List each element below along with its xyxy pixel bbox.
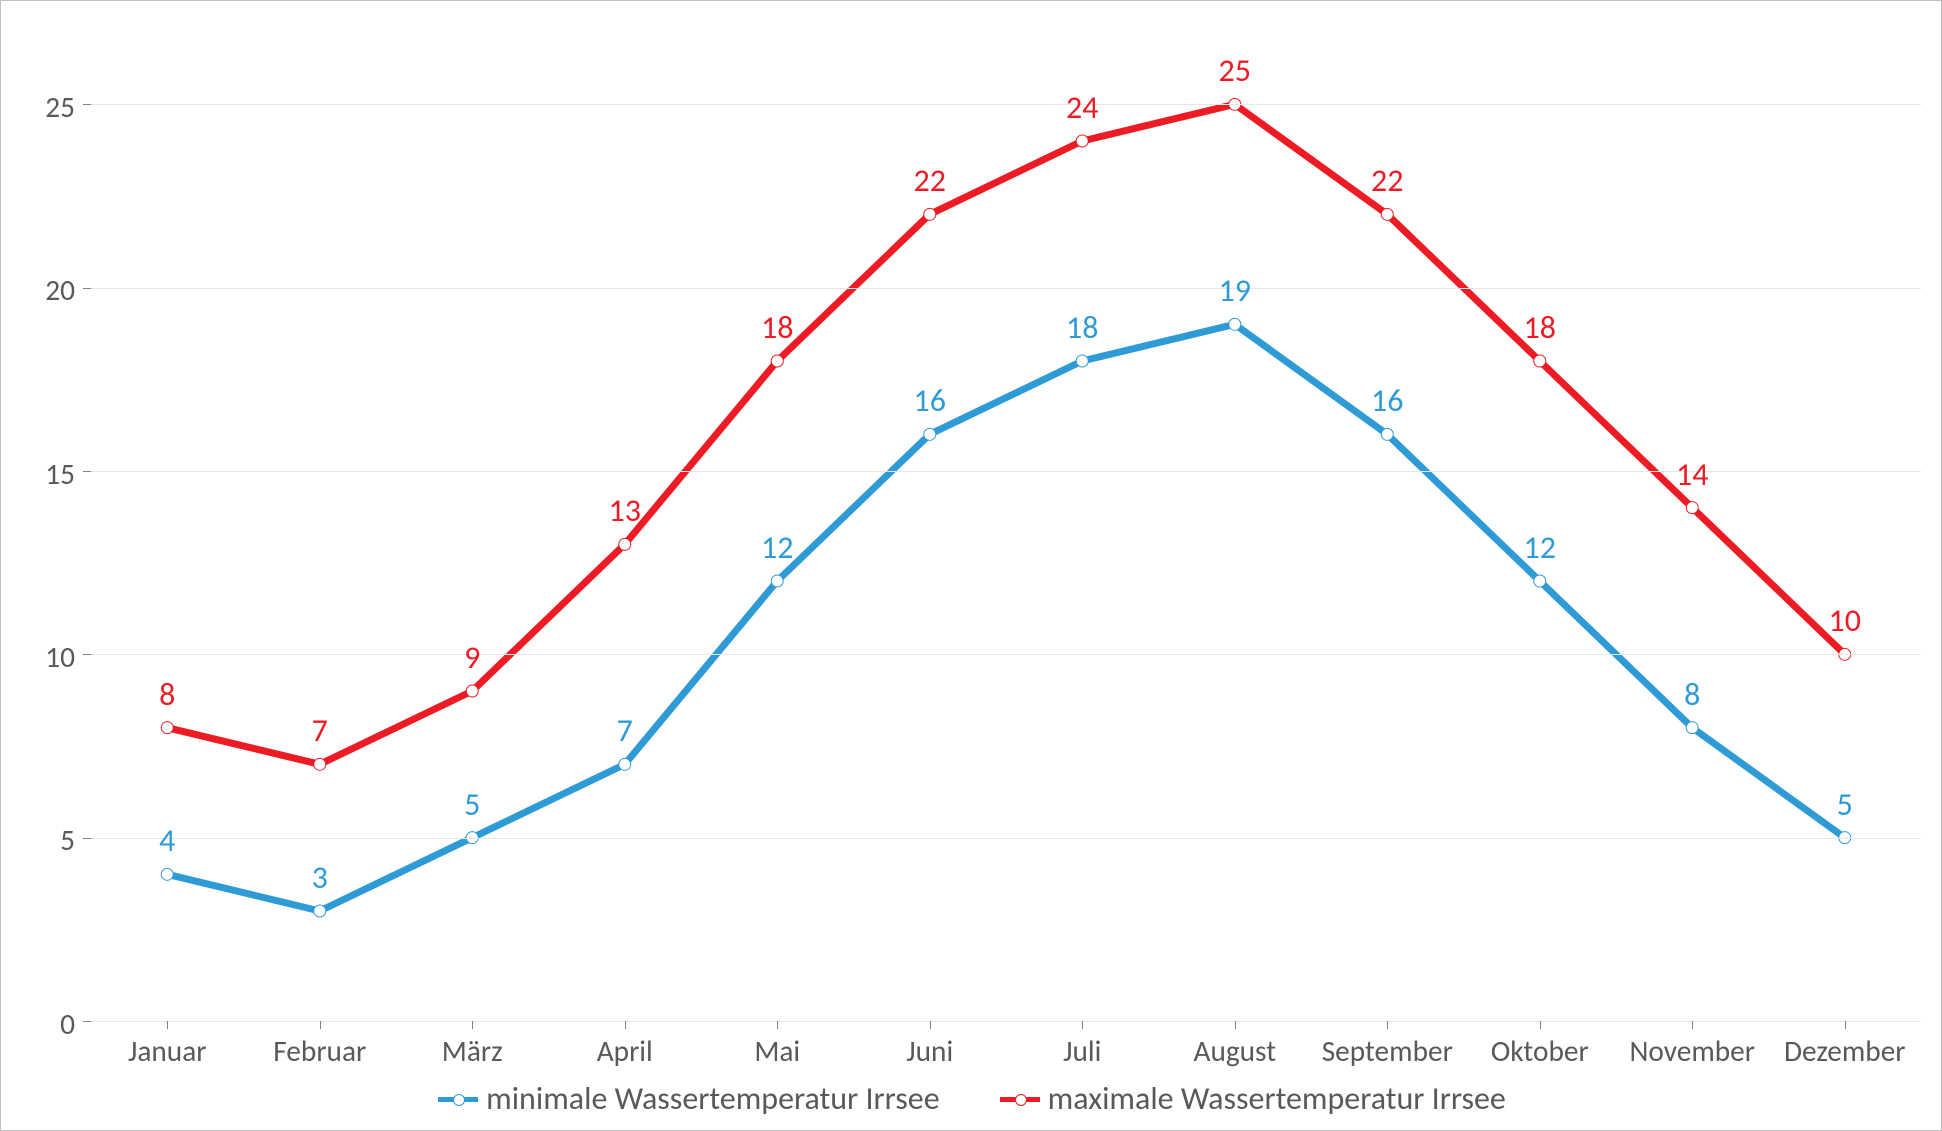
x-axis-label: Juni [850,1033,1010,1069]
data-label: 5 [1837,785,1853,824]
legend-dot-icon [453,1094,465,1106]
x-tick [1692,1021,1693,1029]
data-label: 19 [1219,271,1251,310]
y-tick [83,288,91,289]
x-tick [1845,1021,1846,1029]
data-marker [1381,428,1393,440]
y-axis-label: 10 [15,639,75,675]
data-label: 24 [1066,88,1098,127]
x-axis-label: Dezember [1765,1033,1925,1069]
data-marker [1686,722,1698,734]
x-axis-label: April [545,1033,705,1069]
data-marker [1534,355,1546,367]
data-marker [924,428,936,440]
data-label: 25 [1219,51,1251,90]
x-axis-label: August [1155,1033,1315,1069]
chart-svg [91,31,1921,1021]
chart-container: minimale Wassertemperatur Irrsee maximale… [0,0,1942,1131]
x-axis-label: Oktober [1460,1033,1620,1069]
data-label: 7 [312,711,328,750]
data-marker [161,868,173,880]
data-label: 8 [1684,675,1700,714]
legend-marker [438,1089,478,1109]
gridline [91,288,1921,289]
data-marker [466,685,478,697]
data-marker [161,722,173,734]
data-label: 12 [761,528,793,567]
data-label: 7 [617,711,633,750]
y-tick [83,654,91,655]
data-label: 18 [1066,308,1098,347]
x-tick [625,1021,626,1029]
legend: minimale Wassertemperatur Irrsee maximale… [1,1079,1942,1118]
x-axis-label: Februar [240,1033,400,1069]
x-tick [320,1021,321,1029]
legend-marker [1000,1089,1040,1109]
gridline [91,471,1921,472]
y-tick [83,1021,91,1022]
data-marker [314,905,326,917]
data-marker [1076,135,1088,147]
x-tick [167,1021,168,1029]
y-axis-label: 0 [15,1006,75,1042]
data-label: 8 [159,675,175,714]
data-marker [619,538,631,550]
y-axis-label: 15 [15,456,75,492]
legend-item: maximale Wassertemperatur Irrsee [1000,1079,1506,1118]
data-marker [771,355,783,367]
x-tick [1082,1021,1083,1029]
gridline [91,1021,1921,1022]
data-marker [1076,355,1088,367]
data-label: 10 [1829,601,1861,640]
data-label: 4 [159,821,175,860]
data-label: 3 [312,858,328,897]
x-tick [472,1021,473,1029]
y-tick [83,471,91,472]
data-label: 22 [1371,161,1403,200]
y-tick [83,838,91,839]
data-marker [314,758,326,770]
x-axis-label: September [1307,1033,1467,1069]
y-axis-label: 25 [15,89,75,125]
data-marker [1686,502,1698,514]
data-label: 14 [1676,455,1708,494]
x-tick [1235,1021,1236,1029]
data-label: 18 [1524,308,1556,347]
gridline [91,654,1921,655]
data-label: 5 [464,785,480,824]
data-marker [1381,208,1393,220]
data-label: 18 [761,308,793,347]
legend-item: minimale Wassertemperatur Irrsee [438,1079,939,1118]
legend-dot-icon [1015,1094,1027,1106]
x-axis-label: Januar [87,1033,247,1069]
x-tick [1540,1021,1541,1029]
data-marker [924,208,936,220]
x-tick [930,1021,931,1029]
data-label: 16 [1371,381,1403,420]
series-line [167,104,1845,764]
x-axis-label: März [392,1033,552,1069]
legend-label: minimale Wassertemperatur Irrsee [486,1079,939,1118]
data-label: 12 [1524,528,1556,567]
gridline [91,104,1921,105]
y-tick [83,104,91,105]
x-axis-label: November [1612,1033,1772,1069]
data-label: 16 [914,381,946,420]
data-marker [771,575,783,587]
gridline [91,838,1921,839]
data-label: 13 [609,491,641,530]
legend-label: maximale Wassertemperatur Irrsee [1048,1079,1506,1118]
x-tick [1387,1021,1388,1029]
data-label: 9 [464,638,480,677]
data-marker [1534,575,1546,587]
data-marker [1229,318,1241,330]
x-axis-label: Mai [697,1033,857,1069]
y-axis-label: 5 [15,822,75,858]
plot-area [91,31,1921,1021]
y-axis-label: 20 [15,272,75,308]
data-marker [619,758,631,770]
x-axis-label: Juli [1002,1033,1162,1069]
data-label: 22 [914,161,946,200]
x-tick [777,1021,778,1029]
